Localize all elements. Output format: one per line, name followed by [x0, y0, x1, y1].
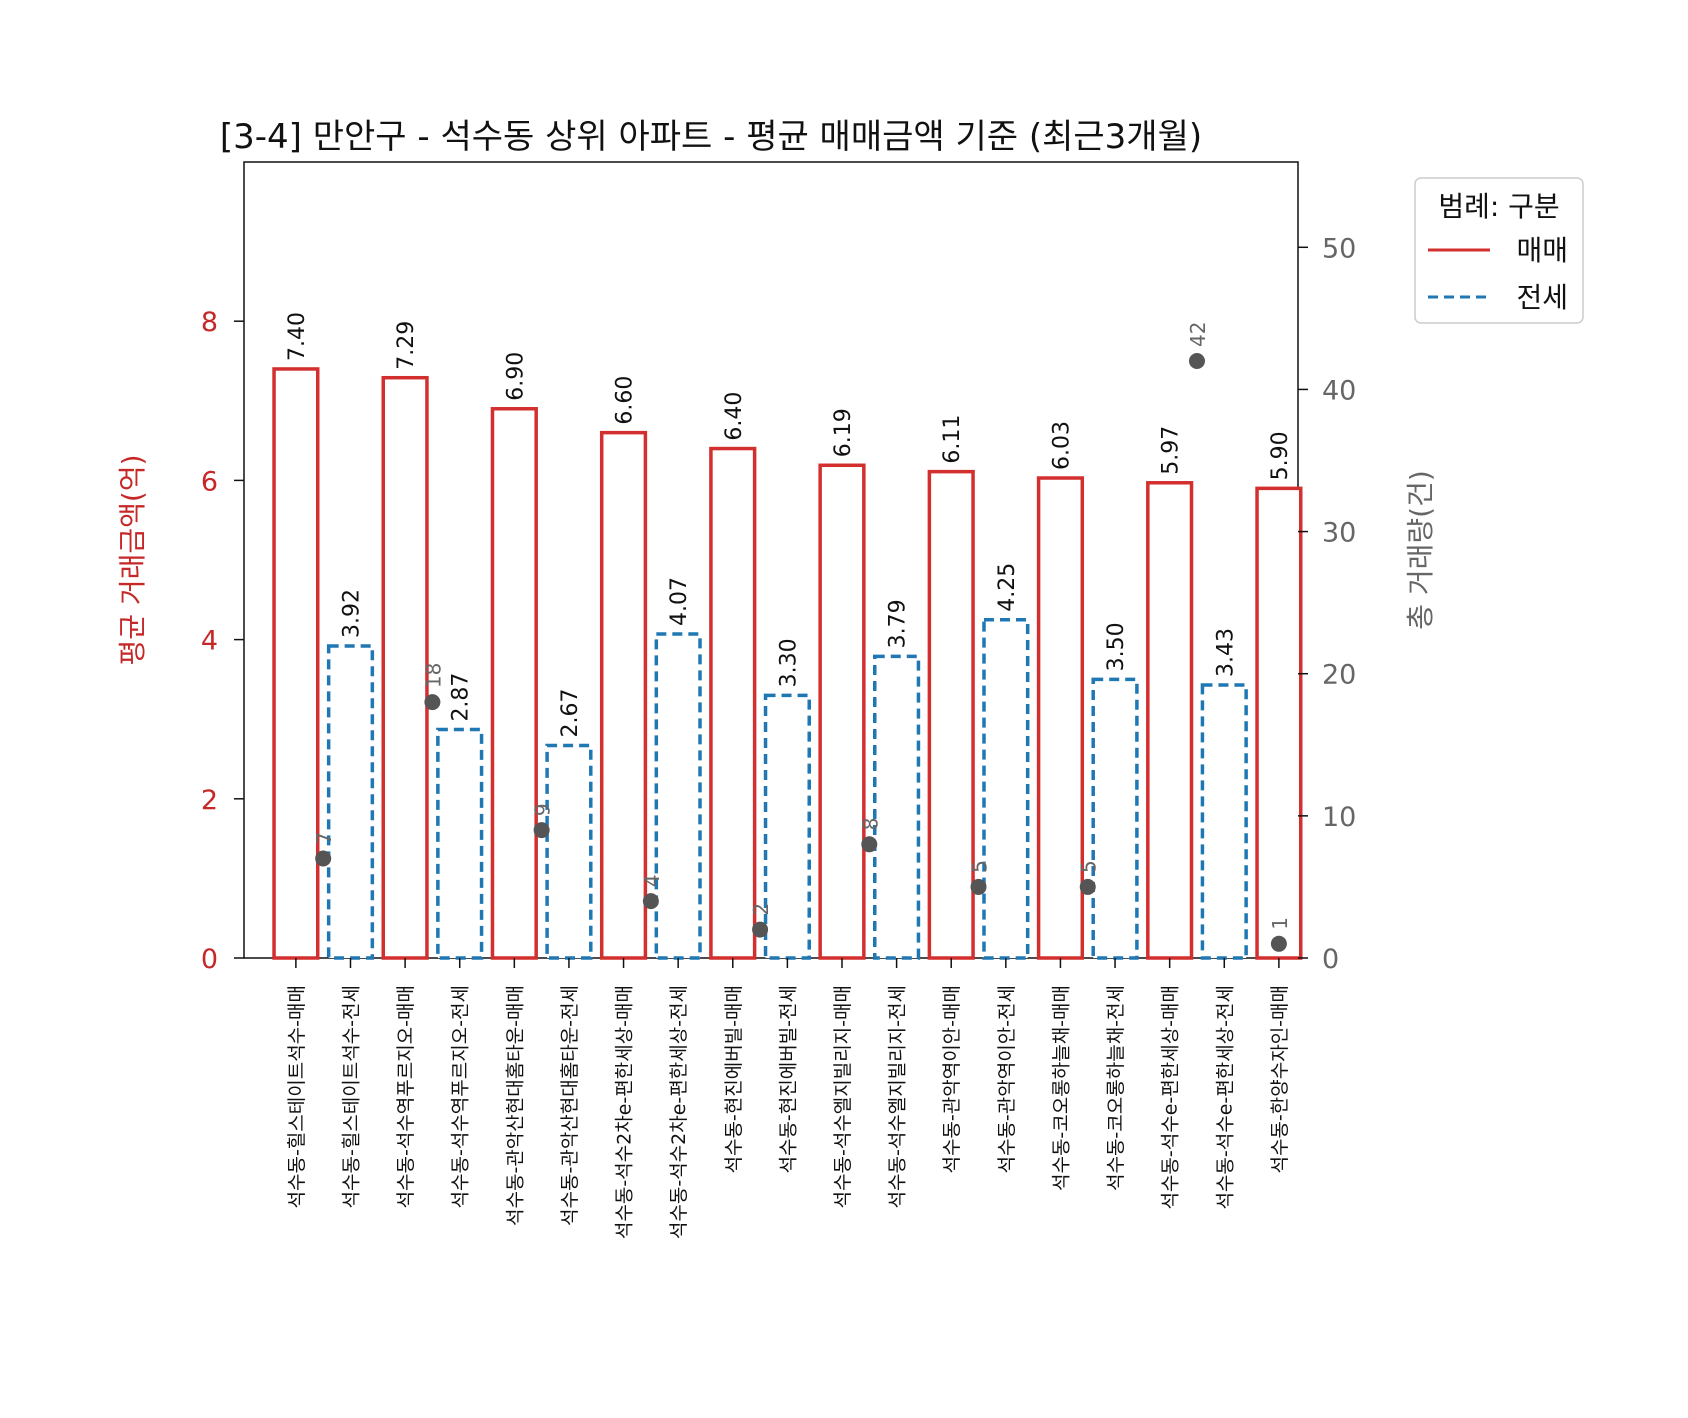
bar-value-label: 2.67 [558, 688, 583, 737]
bar-sale [490, 407, 538, 960]
left-tick-label: 8 [201, 307, 218, 338]
count-label: 7 [312, 832, 336, 845]
x-tick-label: 석수동-관악산현대홈타운-매매 [504, 985, 526, 1226]
x-tick-label: 석수동-힐스테이트석수-전세 [340, 985, 362, 1208]
count-label: 9 [531, 803, 555, 816]
bar-value-label: 7.40 [285, 312, 310, 361]
bar-value-label: 6.60 [613, 376, 638, 425]
x-tick-label: 석수동-관악산현대홈타운-전세 [559, 985, 581, 1226]
count-label: 1 [1268, 917, 1292, 930]
x-tick-label: 석수동-힐스테이트석수-매매 [286, 985, 308, 1208]
x-tick-label: 석수동-석수역푸르지오-전세 [450, 985, 472, 1208]
x-tick-label: 석수동-석수2차e-편한세상-전세 [668, 985, 690, 1239]
right-tick-label: 50 [1322, 233, 1356, 264]
bar-value-label: 4.07 [667, 577, 692, 626]
bar-value-label: 6.19 [831, 408, 856, 457]
legend-box [1414, 177, 1584, 324]
bar-value-label: 3.43 [1213, 628, 1238, 677]
bar-jeonse [436, 727, 484, 960]
x-tick-label: 석수동-석수엘지빌리지-전세 [887, 985, 909, 1208]
count-marker [424, 694, 441, 711]
x-tick-label: 석수동-석수e-편한세상-전세 [1214, 985, 1236, 1210]
count-label: 2 [749, 903, 773, 916]
bar-jeonse [873, 654, 921, 960]
bar-value-label: 3.79 [886, 599, 911, 648]
bar-sale [927, 469, 975, 960]
bar-sale [381, 375, 429, 960]
x-tick-label: 석수동-석수2차e-편한세상-매매 [614, 985, 636, 1239]
count-marker [1079, 878, 1096, 895]
right-tick-label: 40 [1322, 375, 1356, 406]
bar-value-label: 7.29 [394, 321, 419, 370]
count-marker [752, 921, 769, 938]
legend-label-sale: 매매 [1516, 234, 1568, 267]
x-tick-label: 석수동-한양수자인-매매 [1269, 985, 1291, 1174]
left-tick-label: 4 [201, 626, 218, 657]
x-tick-label: 석수동-현진에버빌-전세 [777, 985, 799, 1174]
x-tick-label: 석수동-석수엘지빌리지-매매 [832, 985, 854, 1208]
x-tick-label: 석수동-코오롱하늘채-매매 [1050, 985, 1072, 1191]
count-marker [315, 850, 332, 867]
bar-sale [1255, 486, 1303, 960]
bar-value-label: 4.25 [995, 563, 1020, 612]
right-tick-label: 10 [1322, 802, 1356, 833]
right-tick-label: 0 [1322, 944, 1339, 975]
bar-value-label: 6.03 [1049, 421, 1074, 470]
x-tick-label: 석수동-석수역푸르지오-매매 [395, 985, 417, 1208]
count-label: 8 [858, 818, 882, 831]
count-label: 18 [421, 663, 445, 688]
plot-area: 7.40 3.92 7.29 2.87 6.90 2.67 6.60 4.07 6.40 3.30… [116, 161, 1437, 1239]
bar-jeonse [1200, 683, 1248, 960]
count-marker [1270, 935, 1287, 952]
bar-jeonse [1091, 677, 1139, 960]
right-tick-label: 30 [1322, 518, 1356, 549]
x-tick-label: 석수동-석수e-편한세상-매매 [1160, 985, 1182, 1210]
bar-jeonse [545, 743, 593, 960]
count-label: 5 [968, 860, 992, 873]
chart-title: [3-4] 만안구 - 석수동 상위 아파트 - 평균 매매금액 기준 (최근3… [220, 117, 1202, 157]
bar-sale [599, 430, 648, 960]
legend: 범례: 구분 매매 전세 [1414, 177, 1584, 324]
bar-sale [272, 367, 320, 960]
left-tick-label: 2 [201, 785, 218, 816]
legend-label-jeonse: 전세 [1516, 281, 1568, 314]
left-tick-label: 0 [201, 944, 218, 975]
bar-jeonse [982, 617, 1030, 960]
bar-sale [1146, 481, 1194, 960]
bar-value-label: 3.50 [1104, 622, 1129, 671]
right-tick-label: 20 [1322, 660, 1356, 691]
count-marker [1188, 353, 1205, 369]
y-axis-label-left: 평균 거래금액(억) [116, 454, 149, 665]
bar-value-label: 3.92 [339, 589, 364, 638]
legend-title: 범례: 구분 [1438, 190, 1559, 223]
bar-value-label: 6.11 [940, 415, 965, 464]
count-label: 4 [640, 874, 664, 887]
x-tick-label: 석수동-현진에버빌-매매 [723, 985, 745, 1174]
bar-jeonse [654, 632, 702, 960]
count-marker [642, 893, 659, 910]
bar-value-label: 5.90 [1268, 431, 1293, 480]
bar-sale [818, 463, 866, 960]
count-marker [970, 878, 987, 895]
count-label: 5 [1077, 860, 1101, 873]
count-marker [861, 836, 878, 853]
left-tick-label: 6 [201, 466, 218, 497]
bar-value-label: 3.30 [776, 638, 801, 687]
bar-jeonse [763, 693, 811, 960]
count-label: 42 [1186, 322, 1210, 347]
x-tick-label: 석수동-관악역이안-전세 [996, 985, 1018, 1174]
count-marker [533, 822, 550, 839]
bar-value-label: 2.87 [449, 673, 474, 722]
x-tick-label: 석수동-관악역이안-매매 [941, 985, 963, 1174]
bar-jeonse [326, 644, 375, 960]
bar-value-label: 5.97 [1159, 426, 1184, 475]
x-tick-label: 석수동-코오롱하늘채-전세 [1105, 985, 1127, 1191]
bar-value-label: 6.90 [503, 352, 528, 401]
bar-value-label: 6.40 [722, 392, 747, 441]
y-axis-label-right: 총 거래량(건) [1404, 470, 1437, 630]
bar-sale [709, 446, 757, 960]
bar-sale [1036, 476, 1085, 960]
